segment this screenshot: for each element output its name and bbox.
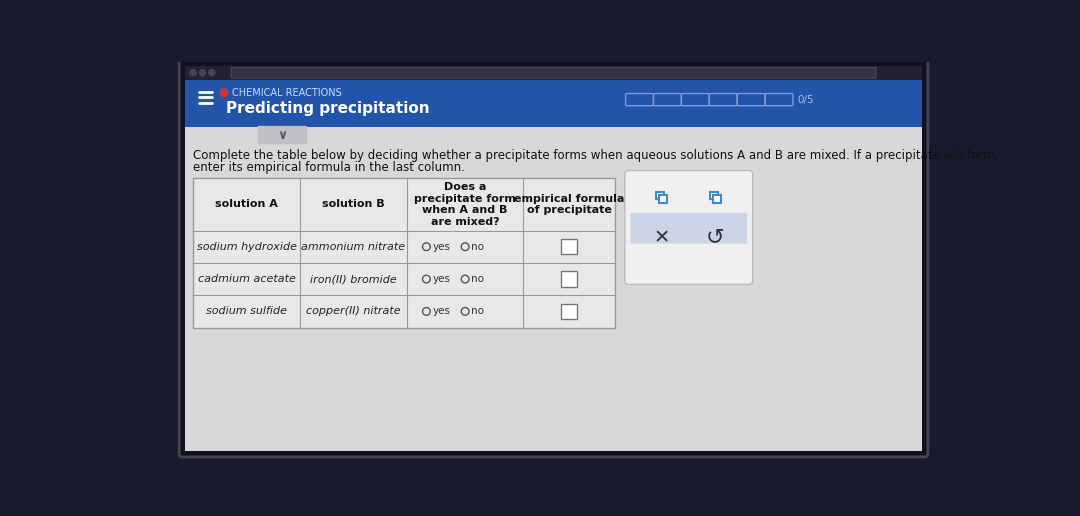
Text: sodium sulfide: sodium sulfide [206, 307, 287, 316]
Text: Complete the table below by deciding whether a precipitate forms when aqueous so: Complete the table below by deciding whe… [193, 149, 999, 162]
Text: copper(II) nitrate: copper(II) nitrate [307, 307, 401, 316]
FancyBboxPatch shape [186, 127, 921, 451]
Text: ✕: ✕ [653, 228, 670, 247]
FancyBboxPatch shape [562, 239, 577, 254]
Text: ammonium nitrate: ammonium nitrate [301, 241, 406, 252]
Text: ↺: ↺ [706, 228, 725, 248]
Text: yes: yes [433, 307, 450, 316]
FancyBboxPatch shape [186, 79, 921, 127]
Text: solution A: solution A [215, 199, 278, 209]
FancyBboxPatch shape [257, 126, 307, 144]
Text: ∨: ∨ [278, 128, 287, 141]
Circle shape [190, 70, 197, 76]
FancyBboxPatch shape [711, 191, 718, 200]
Text: Predicting precipitation: Predicting precipitation [227, 101, 430, 116]
Text: iron(II) bromide: iron(II) bromide [310, 274, 397, 284]
Text: 0/5: 0/5 [798, 94, 814, 105]
FancyBboxPatch shape [714, 195, 721, 203]
Text: CHEMICAL REACTIONS: CHEMICAL REACTIONS [232, 88, 341, 98]
Text: no: no [471, 241, 484, 252]
Text: Does a
precipitate form
when A and B
are mixed?: Does a precipitate form when A and B are… [415, 182, 516, 227]
Text: cadmium acetate: cadmium acetate [198, 274, 296, 284]
Circle shape [200, 70, 205, 76]
FancyBboxPatch shape [231, 67, 876, 78]
Text: no: no [471, 307, 484, 316]
FancyBboxPatch shape [562, 271, 577, 287]
Text: sodium hydroxide: sodium hydroxide [197, 241, 297, 252]
Text: solution B: solution B [322, 199, 384, 209]
FancyBboxPatch shape [193, 178, 615, 328]
Circle shape [220, 89, 228, 96]
Text: yes: yes [433, 241, 450, 252]
FancyBboxPatch shape [562, 304, 577, 319]
Text: empirical formula
of precipitate: empirical formula of precipitate [514, 194, 624, 215]
FancyBboxPatch shape [179, 60, 928, 457]
FancyBboxPatch shape [656, 191, 664, 200]
Circle shape [208, 70, 215, 76]
Text: enter its empirical formula in the last column.: enter its empirical formula in the last … [193, 161, 465, 174]
Text: yes: yes [433, 274, 450, 284]
FancyBboxPatch shape [186, 66, 921, 79]
FancyBboxPatch shape [659, 195, 667, 203]
Text: no: no [471, 274, 484, 284]
FancyBboxPatch shape [625, 170, 753, 284]
FancyBboxPatch shape [631, 213, 747, 244]
